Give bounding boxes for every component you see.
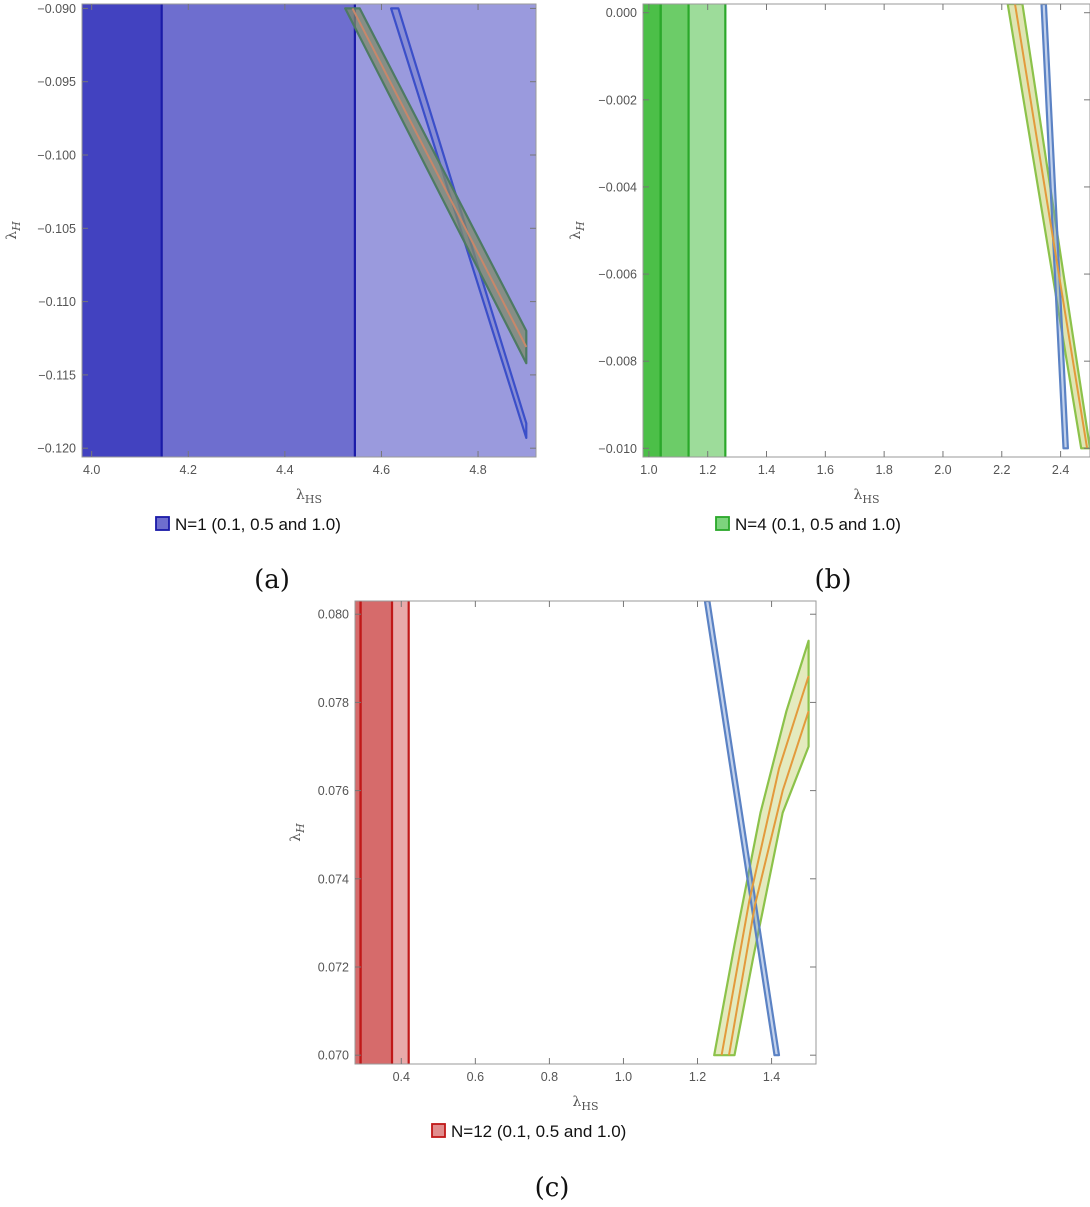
orange-center-lower: [728, 710, 810, 1056]
legend-label: N=12 (0.1, 0.5 and 1.0): [451, 1122, 626, 1141]
x-tick-label: 1.0: [640, 463, 657, 477]
x-axis-label: λHS: [853, 487, 879, 506]
blue-band: [703, 601, 781, 1057]
x-axis-label-main: λ: [572, 1094, 581, 1110]
x-axis-label: λHS: [572, 1094, 598, 1113]
panel-caption: (b): [815, 565, 852, 595]
x-tick-label: 4.8: [469, 463, 486, 477]
y-tick-label: −0.110: [38, 295, 76, 309]
x-axis-label-sub: HS: [305, 493, 322, 506]
panel-caption: (a): [254, 565, 290, 595]
x-tick-label: 4.0: [83, 463, 100, 477]
panel-c: 0.4 0.6 0.8 1.0 1.2 1.4 0.070 0.072 0.074 0.076 0.…: [288, 600, 817, 1203]
x-axis-label-main: λ: [853, 487, 862, 503]
x-tick-label: 1.2: [699, 463, 716, 477]
y-tick-label: −0.120: [37, 442, 76, 456]
y-axis-label-main: λ: [4, 231, 20, 240]
x-tick-label: 1.4: [758, 463, 775, 477]
y-axis-label: λH: [568, 221, 587, 240]
x-tick-label: 4.2: [180, 463, 197, 477]
x-tick-label: 2.0: [934, 463, 951, 477]
y-tick-label: 0.078: [318, 696, 349, 710]
legend-label: N=1 (0.1, 0.5 and 1.0): [175, 515, 341, 534]
blue-band: [1040, 4, 1070, 450]
x-tick-label: 1.0: [615, 1070, 632, 1084]
legend-swatch: [715, 516, 730, 531]
x-axis-label-sub: HS: [581, 1100, 598, 1113]
y-tick-label: −0.004: [598, 180, 637, 194]
x-tick-label: 1.6: [817, 463, 834, 477]
plot-frame: [642, 3, 1090, 458]
plot-frame: [354, 600, 817, 1065]
y-tick-label: 0.076: [318, 784, 349, 798]
legend-label: N=4 (0.1, 0.5 and 1.0): [735, 515, 901, 534]
y-axis-label-sub: H: [294, 823, 307, 834]
y-tick-label: −0.115: [38, 368, 76, 382]
y-tick-label: −0.006: [598, 268, 637, 282]
x-tick-label: 4.6: [373, 463, 390, 477]
y-tick-label: 0.072: [318, 960, 349, 974]
region-0-1: [355, 601, 361, 1064]
y-axis-label-main: λ: [568, 231, 584, 240]
y-tick-label: 0.080: [318, 608, 349, 622]
y-tick-label: −0.010: [598, 442, 637, 456]
x-axis-label: λHS: [296, 487, 322, 506]
x-tick-label: 1.8: [875, 463, 892, 477]
y-tick-label: 0.074: [318, 872, 349, 886]
x-tick-label: 0.6: [467, 1070, 484, 1084]
x-tick-label: 0.4: [393, 1070, 410, 1084]
orange-center: [1014, 4, 1089, 449]
y-tick-label: −0.090: [37, 2, 76, 16]
x-tick-label: 0.8: [541, 1070, 558, 1084]
panel-a: 4.0 4.2 4.4 4.6 4.8 −0.090 −0.095 −0.100 −0.105 −…: [4, 2, 537, 595]
y-axis-label-sub: H: [10, 221, 23, 232]
y-tick-label: −0.105: [37, 222, 76, 236]
y-axis-label-sub: H: [574, 221, 587, 232]
panel-caption: (c): [535, 1173, 570, 1203]
panel-b: 1.0 1.2 1.4 1.6 1.8 2.0 2.2 2.4 0.000 −0.002 −0.00…: [568, 3, 1090, 595]
region-0-1: [82, 4, 162, 457]
y-axis-label-main: λ: [288, 833, 304, 842]
y-tick-label: −0.100: [37, 149, 76, 163]
x-tick-label: 1.4: [763, 1070, 780, 1084]
plot-area: [355, 601, 810, 1064]
legend-swatch: [155, 516, 170, 531]
orange-center: [351, 7, 528, 348]
green-band: [344, 7, 528, 365]
x-tick-label: 1.2: [689, 1070, 706, 1084]
legend-swatch: [431, 1123, 446, 1138]
x-axis-label-sub: HS: [862, 493, 879, 506]
x-tick-label: 2.2: [993, 463, 1010, 477]
plot-frame: [81, 3, 537, 458]
y-axis-label: λH: [288, 823, 307, 842]
orange-center-upper: [720, 675, 810, 1056]
x-axis-label-main: λ: [296, 487, 305, 503]
region-0-1: [643, 4, 661, 457]
y-tick-label: −0.008: [598, 355, 637, 369]
x-tick-label: 2.4: [1052, 463, 1069, 477]
y-axis-label: λH: [4, 221, 23, 240]
x-tick-label: 4.4: [276, 463, 293, 477]
y-tick-label: −0.002: [598, 93, 637, 107]
y-tick-label: −0.095: [37, 75, 76, 89]
plot-area: [643, 4, 1090, 457]
y-tick-label: 0.070: [318, 1049, 349, 1063]
plot-area: [82, 4, 536, 457]
y-tick-label: 0.000: [606, 6, 637, 20]
